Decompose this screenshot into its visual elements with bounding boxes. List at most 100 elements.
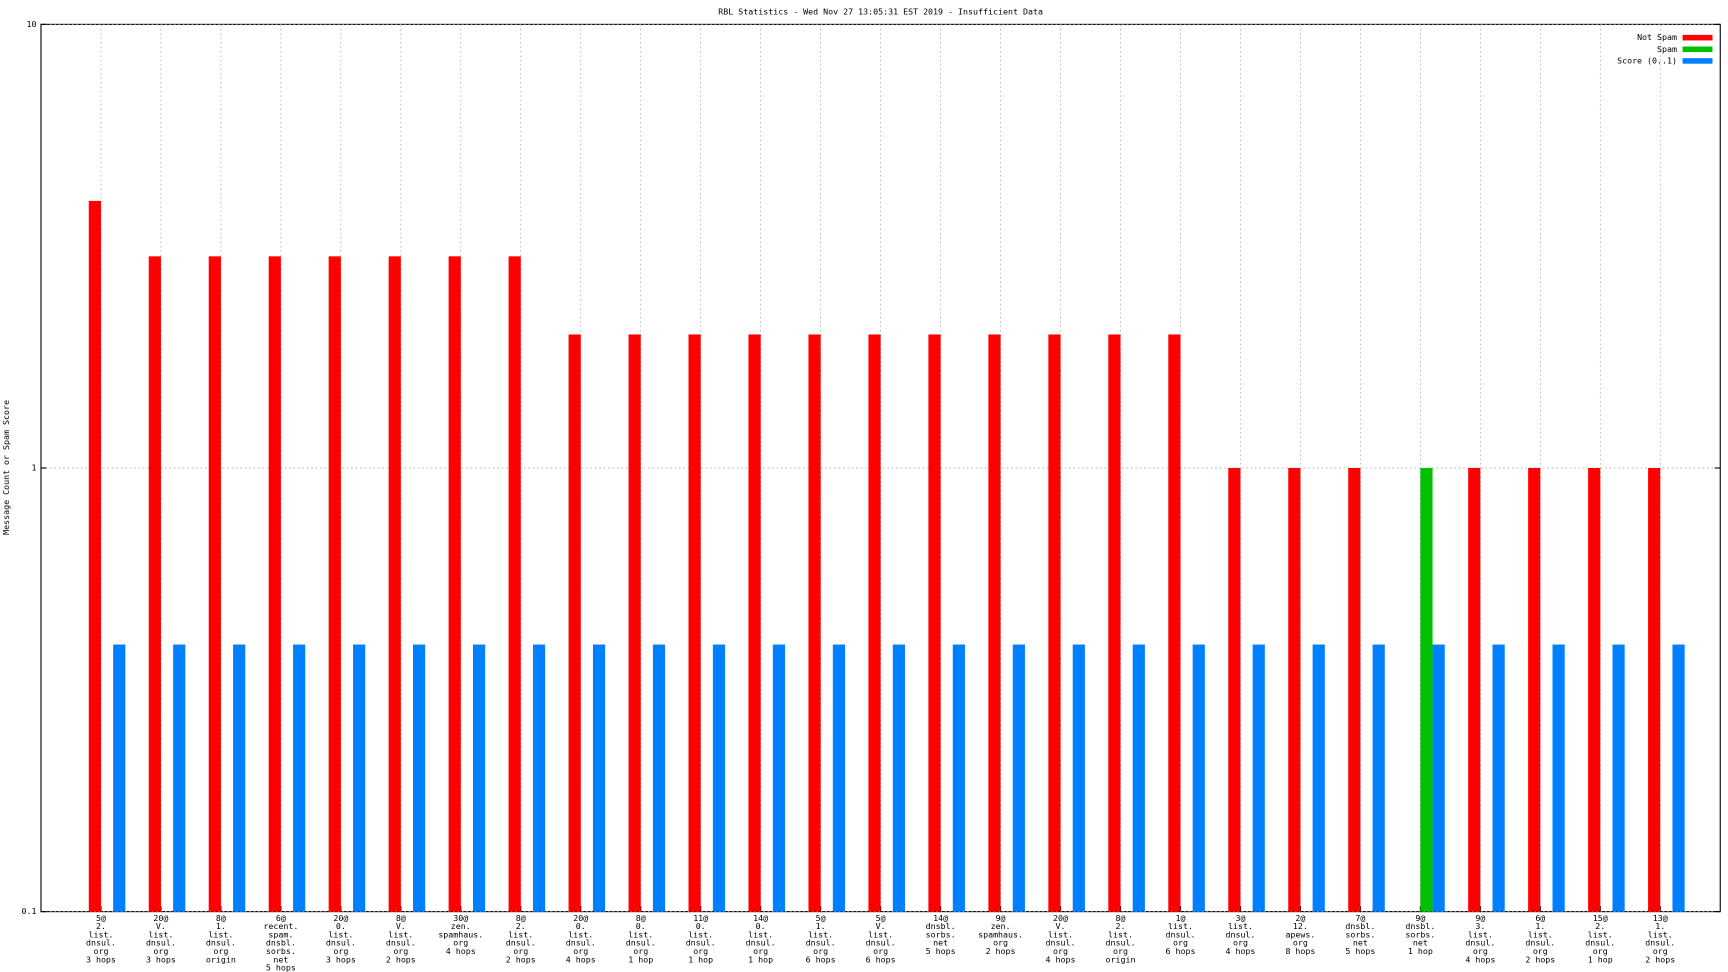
x-tick-label: 30@ bbox=[453, 913, 468, 923]
x-tick-label: list. bbox=[1048, 929, 1073, 939]
bar bbox=[88, 200, 101, 912]
x-tick-label: 9@ bbox=[996, 913, 1006, 923]
x-tick-label: 5@ bbox=[816, 913, 826, 923]
x-tick-label: list. bbox=[328, 929, 353, 939]
x-tick-label: V. bbox=[396, 921, 406, 931]
x-tick-label: 20@ bbox=[573, 913, 588, 923]
x-tick-label: 1. bbox=[1655, 921, 1665, 931]
x-tick-label: 8@ bbox=[1116, 913, 1126, 923]
x-tick-label: 20@ bbox=[1053, 913, 1068, 923]
bar bbox=[208, 256, 221, 912]
x-tick-label: org bbox=[1653, 946, 1668, 956]
x-tick-label: dnsul. bbox=[86, 938, 116, 948]
x-tick-label: 9@ bbox=[1475, 913, 1485, 923]
x-tick-label: 14@ bbox=[933, 913, 948, 923]
bar bbox=[1588, 468, 1601, 912]
x-tick-label: origin bbox=[206, 954, 236, 964]
bar bbox=[1468, 468, 1481, 912]
x-tick-label: 1 hop bbox=[748, 954, 773, 964]
x-tick-label: 1. bbox=[216, 921, 226, 931]
x-tick-label: apews. bbox=[1285, 929, 1315, 939]
x-tick-label: dnsul. bbox=[146, 938, 176, 948]
bar bbox=[1648, 468, 1661, 912]
x-tick-label: recent. bbox=[263, 921, 298, 931]
x-tick-label: 0. bbox=[696, 921, 706, 931]
x-tick-label: list. bbox=[1108, 929, 1133, 939]
x-tick-label: 2 hops bbox=[986, 946, 1016, 956]
x-tick-label: 6 hops bbox=[1165, 946, 1195, 956]
bar bbox=[1132, 644, 1145, 912]
x-tick-label: dnsul. bbox=[806, 938, 836, 948]
bar bbox=[892, 644, 905, 912]
x-tick-label: 14@ bbox=[753, 913, 768, 923]
x-tick-label: list. bbox=[1468, 929, 1493, 939]
x-tick-label: 3@ bbox=[1235, 913, 1245, 923]
x-tick-label: list. bbox=[1588, 929, 1613, 939]
x-tick-label: list. bbox=[1168, 921, 1193, 931]
bar bbox=[1228, 468, 1241, 912]
x-tick-label: net bbox=[1413, 938, 1428, 948]
x-tick-label: zen. bbox=[451, 921, 471, 931]
x-tick-label: list. bbox=[628, 929, 653, 939]
x-tick-label: 2 hops bbox=[386, 954, 416, 964]
x-tick-label: origin bbox=[1106, 954, 1136, 964]
x-tick-label: V. bbox=[876, 921, 886, 931]
x-tick-label: org bbox=[813, 946, 828, 956]
x-tick-label: 12. bbox=[1293, 921, 1308, 931]
x-tick-label: 20@ bbox=[333, 913, 348, 923]
legend-swatch bbox=[1682, 58, 1713, 64]
bar bbox=[748, 334, 761, 912]
x-tick-label: 8 hops bbox=[1285, 946, 1315, 956]
x-tick-label: 0. bbox=[756, 921, 766, 931]
bar bbox=[328, 256, 341, 912]
bar bbox=[1528, 468, 1541, 912]
x-tick-label: spam. bbox=[268, 929, 293, 939]
bar bbox=[472, 644, 486, 912]
x-tick-label: 0. bbox=[336, 921, 346, 931]
bar bbox=[1108, 334, 1121, 912]
legend-label: Spam bbox=[1657, 44, 1677, 54]
bar bbox=[113, 644, 126, 912]
x-tick-label: dnsul. bbox=[1465, 938, 1495, 948]
x-tick-label: spamhaus. bbox=[978, 929, 1023, 939]
x-tick-label: list. bbox=[688, 929, 713, 939]
x-tick-label: list. bbox=[508, 929, 533, 939]
x-tick-label: 5 hops bbox=[266, 963, 296, 972]
bar bbox=[1168, 334, 1181, 912]
bar bbox=[388, 256, 401, 912]
x-tick-label: list. bbox=[808, 929, 833, 939]
x-tick-label: 5 hops bbox=[1345, 946, 1375, 956]
x-tick-label: 13@ bbox=[1653, 913, 1668, 923]
legend-label: Not Spam bbox=[1637, 32, 1677, 42]
x-tick-label: list. bbox=[148, 929, 173, 939]
x-tick-label: org bbox=[93, 946, 108, 956]
x-tick-label: 3 hops bbox=[326, 954, 356, 964]
x-tick-label: 1@ bbox=[1175, 913, 1185, 923]
x-tick-label: 8@ bbox=[216, 913, 226, 923]
x-tick-label: list. bbox=[868, 929, 893, 939]
x-tick-label: 0. bbox=[576, 921, 586, 931]
x-tick-label: dnsul. bbox=[506, 938, 536, 948]
x-tick-label: 1 hop bbox=[628, 954, 653, 964]
bar bbox=[448, 256, 461, 912]
bar bbox=[1012, 644, 1025, 912]
x-tick-label: dnsul. bbox=[1225, 929, 1255, 939]
x-tick-label: dnsul. bbox=[1645, 938, 1675, 948]
x-tick-label: dnsul. bbox=[326, 938, 356, 948]
bar bbox=[353, 644, 366, 912]
x-tick-label: 4 hops bbox=[1225, 946, 1255, 956]
legend-swatch bbox=[1682, 46, 1713, 53]
x-tick-label: org bbox=[573, 946, 588, 956]
bar bbox=[1612, 644, 1625, 912]
bar bbox=[712, 644, 726, 912]
x-tick-label: org bbox=[1053, 946, 1068, 956]
x-tick-label: 6@ bbox=[1535, 913, 1545, 923]
chart-title: RBL Statistics - Wed Nov 27 13:05:31 EST… bbox=[718, 7, 1043, 17]
bar bbox=[952, 644, 965, 912]
x-tick-label: 2 hops bbox=[1525, 954, 1555, 964]
bar bbox=[1288, 468, 1301, 912]
bar bbox=[772, 644, 786, 912]
bar bbox=[532, 644, 546, 912]
x-tick-label: org bbox=[1533, 946, 1548, 956]
